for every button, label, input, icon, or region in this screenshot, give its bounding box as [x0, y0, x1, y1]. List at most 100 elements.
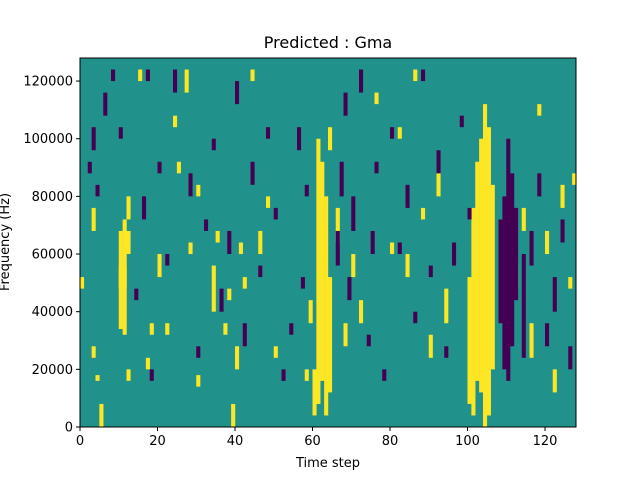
low-intensity-cell — [145, 69, 150, 82]
x-axis-ticks: 0 20 40 60 80 100 120 — [76, 427, 558, 449]
low-intensity-cell — [347, 277, 352, 301]
high-intensity-cell — [521, 207, 526, 231]
low-intensity-cell — [514, 207, 519, 301]
high-intensity-cell — [184, 69, 189, 93]
low-intensity-cell — [552, 277, 557, 312]
y-axis-ticks: 0 20000 40000 60000 80000 100000 120000 — [23, 75, 80, 436]
high-intensity-cell — [479, 138, 484, 393]
low-intensity-cell — [118, 127, 123, 139]
low-intensity-cell — [91, 127, 96, 151]
chart-title: Predicted : Gma — [264, 33, 392, 52]
high-intensity-cell — [95, 375, 100, 381]
high-intensity-cell — [126, 230, 131, 255]
low-intensity-cell — [300, 277, 305, 289]
low-intensity-cell — [165, 254, 170, 266]
low-intensity-cell — [273, 207, 278, 220]
low-intensity-cell — [227, 230, 232, 255]
high-intensity-cell — [467, 277, 472, 404]
low-intensity-cell — [537, 173, 542, 197]
high-intensity-cell — [405, 254, 410, 278]
low-intensity-cell — [568, 346, 573, 370]
low-intensity-cell — [250, 161, 255, 185]
low-intensity-cell — [382, 369, 387, 381]
low-intensity-cell — [510, 173, 515, 347]
x-tick-label: 20 — [149, 434, 166, 449]
low-intensity-cell — [459, 115, 464, 128]
low-intensity-cell — [95, 184, 100, 197]
x-tick-label: 80 — [382, 434, 399, 449]
low-intensity-cell — [421, 69, 426, 82]
high-intensity-cell — [118, 282, 123, 329]
high-intensity-cell — [138, 69, 143, 82]
low-intensity-cell — [529, 230, 534, 266]
low-intensity-cell — [343, 92, 348, 116]
low-intensity-cell — [366, 334, 371, 347]
y-tick-label: 80000 — [32, 190, 73, 205]
high-intensity-cell — [238, 242, 243, 255]
high-intensity-cell — [242, 277, 247, 289]
plot-frame — [79, 57, 577, 428]
low-intensity-cell — [467, 207, 472, 220]
y-axis-label: Frequency (Hz) — [0, 193, 13, 291]
low-intensity-cell — [188, 173, 193, 197]
high-intensity-cell — [475, 161, 480, 381]
low-intensity-cell — [242, 323, 247, 347]
high-intensity-cell — [145, 357, 150, 370]
high-intensity-cell — [343, 323, 348, 347]
high-intensity-cell — [211, 265, 216, 312]
low-intensity-cell — [134, 288, 139, 301]
low-intensity-cell — [370, 230, 375, 255]
high-intensity-cell — [486, 127, 491, 416]
low-intensity-cell — [289, 323, 294, 335]
low-intensity-cell — [211, 138, 216, 151]
low-intensity-cell — [304, 184, 309, 197]
low-intensity-cell — [111, 69, 116, 82]
plot-area — [79, 57, 577, 428]
low-intensity-cell — [351, 196, 356, 231]
low-intensity-cell — [335, 230, 340, 266]
low-intensity-cell — [390, 127, 395, 139]
low-intensity-cell — [502, 196, 507, 370]
x-axis-label: Time step — [295, 456, 360, 471]
high-intensity-cell — [374, 92, 379, 105]
high-intensity-cell — [568, 277, 573, 289]
high-intensity-cell — [235, 346, 240, 370]
x-tick-label: 120 — [533, 434, 558, 449]
high-intensity-cell — [126, 369, 131, 381]
high-intensity-cell — [390, 242, 395, 255]
high-intensity-cell — [490, 184, 495, 370]
y-tick-label: 20000 — [32, 363, 73, 378]
high-intensity-cell — [471, 207, 476, 416]
low-intensity-cell — [436, 150, 441, 174]
x-tick-label: 60 — [304, 434, 321, 449]
high-intensity-cell — [266, 196, 271, 208]
low-intensity-cell — [219, 288, 224, 312]
high-intensity-cell — [351, 254, 356, 278]
high-intensity-cell — [428, 334, 433, 358]
low-intensity-cell — [142, 196, 147, 220]
low-intensity-cell — [87, 161, 92, 174]
low-intensity-cell — [266, 127, 271, 139]
high-intensity-cell — [223, 323, 228, 335]
high-intensity-cell — [316, 138, 321, 404]
high-intensity-cell — [421, 207, 426, 220]
y-tick-label: 60000 — [32, 248, 73, 263]
low-intensity-cell — [297, 127, 302, 151]
high-intensity-cell — [312, 369, 317, 416]
high-intensity-cell — [173, 115, 178, 128]
high-intensity-cell — [359, 300, 364, 324]
low-intensity-cell — [397, 242, 402, 255]
high-intensity-cell — [91, 207, 96, 231]
high-intensity-cell — [560, 184, 565, 208]
y-tick-label: 100000 — [23, 132, 73, 147]
high-intensity-cell — [149, 323, 154, 335]
high-intensity-cell — [215, 230, 220, 243]
low-intensity-cell — [428, 265, 433, 278]
low-intensity-cell — [339, 161, 344, 197]
high-intensity-cell — [328, 277, 333, 393]
high-intensity-cell — [308, 300, 313, 324]
high-intensity-cell — [320, 161, 325, 381]
low-intensity-cell — [452, 242, 457, 266]
low-intensity-cell — [204, 219, 209, 231]
